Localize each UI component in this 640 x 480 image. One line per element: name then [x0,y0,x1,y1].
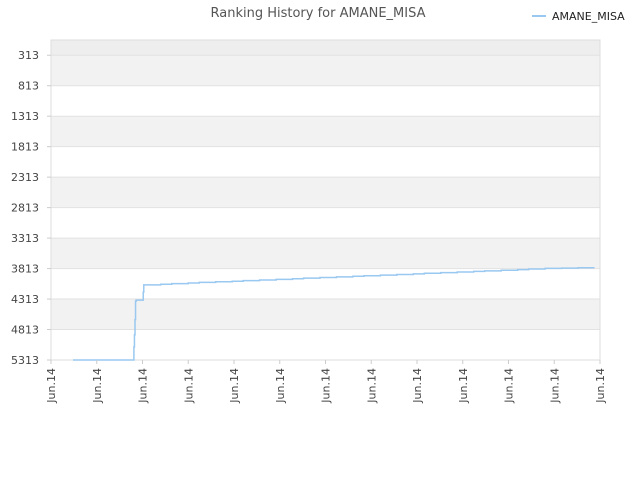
plot-band [51,299,600,330]
series-layer [72,267,595,361]
plot-band [51,329,600,360]
x-tick-label: Jun.14 [503,368,516,404]
plot-band [51,55,600,86]
chart-title: Ranking History for AMANE_MISA [211,6,426,21]
plot-band [51,268,600,300]
plot-band [51,146,600,178]
x-tick-label: Jun.14 [457,368,470,404]
y-tick-label: 3313 [11,232,39,245]
y-tick-label: 313 [18,49,39,62]
legend[interactable]: AMANE_MISA [532,10,625,23]
x-tick-label: Jun.14 [91,368,104,404]
y-tick-label: 1813 [11,141,39,154]
plot-band [51,207,600,239]
plot-band [51,85,600,117]
plot-bands [51,40,600,360]
plot-band [51,177,600,208]
y-tick-label: 2313 [11,171,39,184]
x-tick-label: Jun.14 [411,368,424,404]
x-tick-label: Jun.14 [548,368,561,404]
y-tick-label: 1313 [11,110,39,123]
x-axis-ticks: Jun.14 Jun.14 Jun.14 Jun.14 Jun.14 Jun.14 Jun.… [45,360,607,404]
x-tick-label: Jun.14 [365,368,378,404]
x-tick-label: Jun.14 [274,368,287,404]
y-axis-ticks: 313 813 1313 1813 2313 2813 3313 3813 4313 4813 53… [11,49,51,367]
x-tick-label: Jun.14 [320,368,333,404]
x-tick-label: Jun.14 [182,368,195,404]
y-tick-label: 3813 [11,263,39,276]
y-tick-label: 5313 [11,354,39,367]
plot-band [51,40,600,56]
series-line [72,267,595,361]
legend-label: AMANE_MISA [552,10,625,23]
y-tick-label: 2813 [11,202,39,215]
x-tick-label: Jun.14 [594,368,607,404]
y-tick-label: 4813 [11,324,39,337]
x-tick-label: Jun.14 [45,368,58,404]
plot-band [51,238,600,269]
y-tick-label: 813 [18,80,39,93]
x-tick-label: Jun.14 [137,368,150,404]
plot-band [51,116,600,147]
y-tick-label: 4313 [11,293,39,306]
x-tick-label: Jun.14 [228,368,241,404]
